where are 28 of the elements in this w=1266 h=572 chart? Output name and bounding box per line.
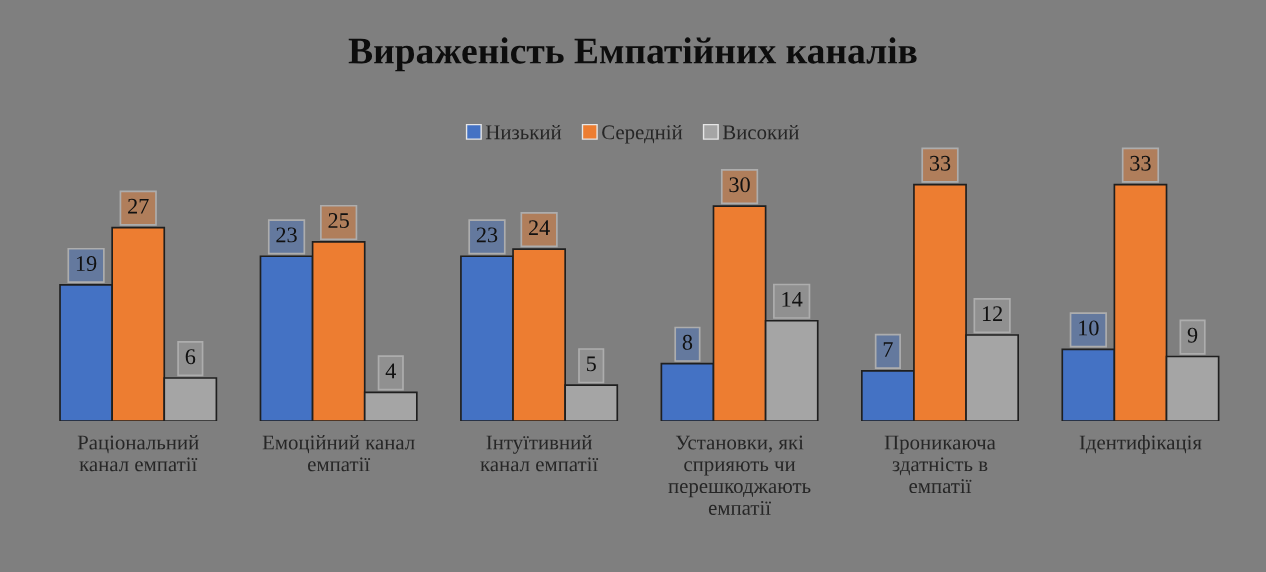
data-label: 19: [76, 256, 97, 272]
data-label: 23: [276, 227, 297, 243]
data-label: 7: [883, 342, 893, 357]
legend-label: Високий: [722, 124, 799, 140]
data-label: 6: [185, 349, 196, 365]
x-tick-label: Проникаюча здатність в емпатії: [884, 435, 996, 494]
x-tick-label: Раціональний канал емпатії: [77, 435, 199, 472]
data-label: 33: [929, 155, 951, 171]
data-label: 8: [682, 334, 693, 350]
data-label: 4: [385, 363, 396, 379]
x-tick-label: Ідентифікація: [1079, 434, 1202, 454]
data-label: 25: [328, 213, 349, 229]
legend-label: Середній: [602, 124, 683, 144]
data-label: 14: [782, 291, 803, 307]
x-tick-label: Інтуїтивний канал емпатії: [480, 435, 599, 472]
data-label: 10: [1079, 320, 1099, 336]
data-label: 12: [982, 306, 1003, 321]
data-label: 23: [476, 227, 498, 243]
data-label: 5: [586, 356, 596, 372]
x-tick-label: Емоційний канал емпатії: [262, 435, 415, 472]
data-label: 9: [1187, 327, 1198, 343]
data-label: 33: [1130, 155, 1151, 171]
data-label: 27: [128, 198, 149, 214]
data-label: 30: [729, 177, 750, 193]
x-tick-label: Установки, які сприяють чи перешкоджають емпатії: [668, 435, 811, 515]
chart-title: Вираженість Емпатійних каналів: [348, 37, 917, 72]
data-label: 24: [528, 220, 550, 235]
legend-label: Низький: [485, 124, 562, 140]
